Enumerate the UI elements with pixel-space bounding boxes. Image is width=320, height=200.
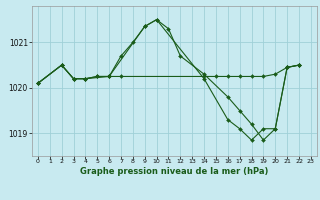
X-axis label: Graphe pression niveau de la mer (hPa): Graphe pression niveau de la mer (hPa) bbox=[80, 167, 268, 176]
